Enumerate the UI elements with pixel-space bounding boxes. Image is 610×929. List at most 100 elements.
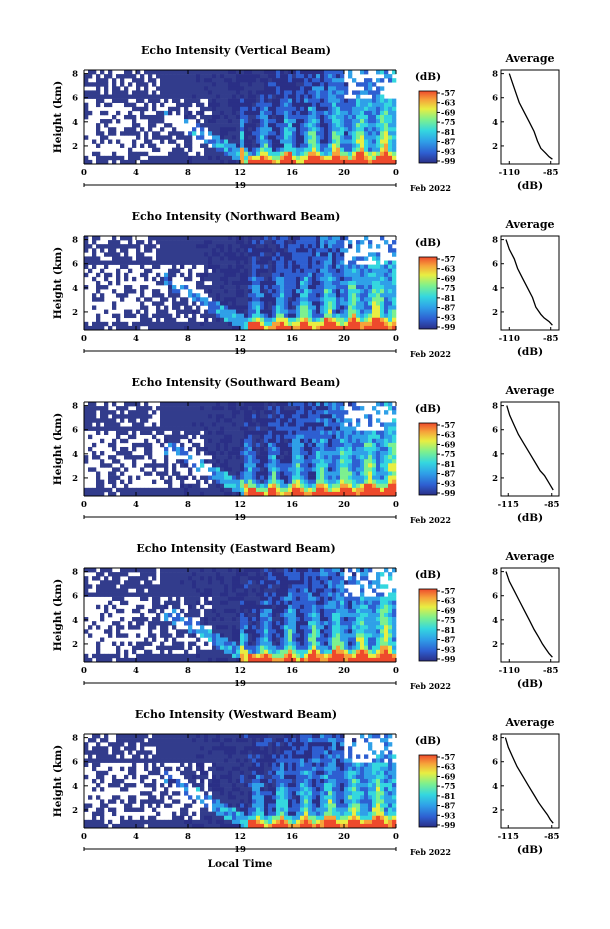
heatmap-cell: [272, 418, 277, 423]
heatmap-cell: [116, 293, 121, 298]
heatmap-cell: [268, 135, 273, 140]
heatmap-cell: [216, 70, 221, 75]
heatmap-cell: [276, 325, 281, 331]
heatmap-cell: [216, 446, 221, 452]
heatmap-cell: [84, 285, 89, 290]
heatmap-cell: [152, 313, 157, 319]
heatmap-cell: [388, 106, 393, 112]
heatmap-cell: [360, 289, 365, 294]
heatmap-cell: [160, 276, 165, 282]
heatmap-cell: [104, 135, 109, 140]
heatmap-cell: [88, 568, 93, 573]
heatmap-cell: [288, 110, 293, 116]
heatmap-cell: [136, 155, 141, 161]
heatmap-cell: [188, 244, 193, 249]
heatmap-cell: [152, 491, 157, 497]
heatmap-cell: [108, 592, 113, 597]
heatmap-cell: [364, 70, 369, 75]
heatmap-cell: [168, 268, 173, 274]
heatmap-cell: [204, 114, 209, 120]
heatmap-cell: [248, 256, 253, 261]
heatmap-cell: [308, 410, 313, 415]
heatmap-cell: [236, 301, 241, 306]
heatmap-cell: [252, 317, 257, 323]
heatmap-cell: [332, 248, 337, 253]
heatmap-cell: [252, 455, 257, 460]
heatmap-cell: [132, 325, 137, 331]
heatmap-cell: [224, 127, 229, 132]
heatmap-cell: [188, 70, 193, 75]
heatmap-cell: [352, 131, 357, 136]
heatmap-cell: [352, 139, 357, 144]
heatmap-cell: [116, 625, 121, 630]
heatmap-cell: [220, 276, 225, 282]
heatmap-cell: [232, 422, 237, 427]
x-tick-label: 4: [133, 334, 139, 344]
heatmap-cell: [140, 94, 145, 99]
heatmap-cell: [84, 248, 89, 253]
heatmap-cell: [132, 608, 137, 614]
heatmap-cell: [244, 98, 249, 103]
heatmap-cell: [104, 580, 109, 585]
heatmap-cell: [304, 70, 309, 75]
heatmap-cell: [168, 82, 173, 87]
heatmap-cell: [240, 430, 245, 435]
heatmap-cell: [264, 467, 269, 472]
heatmap-cell: [252, 487, 257, 493]
heatmap-cell: [228, 285, 233, 290]
heatmap-cell: [280, 82, 285, 87]
heatmap-cell: [164, 422, 169, 427]
heatmap-cell: [240, 406, 245, 411]
heatmap-cell: [216, 268, 221, 274]
heatmap-cell: [224, 252, 229, 257]
heatmap-cell: [164, 438, 169, 444]
heatmap-cell: [200, 657, 205, 663]
heatmap-cell: [308, 471, 313, 476]
heatmap-cell: [216, 471, 221, 476]
heatmap-cell: [172, 418, 177, 423]
heatmap-cell: [328, 256, 333, 261]
heatmap-cell: [232, 414, 237, 419]
heatmap-cell: [348, 463, 353, 468]
heatmap-cell: [272, 471, 277, 476]
heatmap-cell: [152, 633, 157, 638]
heatmap-cell: [228, 426, 233, 431]
heatmap-cell: [328, 127, 333, 132]
heatmap-cell: [92, 321, 97, 327]
heatmap-cell: [144, 491, 149, 497]
heatmap-cell: [316, 487, 321, 493]
heatmap-cell: [268, 280, 273, 286]
heatmap-cell: [356, 430, 361, 435]
heatmap-cell: [336, 463, 341, 468]
heatmap-cell: [128, 625, 133, 630]
heatmap-cell: [220, 123, 225, 128]
heatmap-cell: [248, 147, 253, 153]
heatmap-cell: [284, 151, 289, 157]
heatmap-cell: [276, 410, 281, 415]
heatmap-cell: [224, 260, 229, 265]
heatmap-cell: [176, 305, 181, 310]
heatmap-cell: [100, 406, 105, 411]
heatmap-cell: [140, 568, 145, 573]
heatmap-cell: [152, 600, 157, 606]
heatmap-cell: [352, 297, 357, 302]
heatmap-cell: [384, 471, 389, 476]
heatmap-cell: [288, 272, 293, 278]
heatmap-cell: [236, 236, 241, 241]
heatmap-cell: [268, 236, 273, 241]
heatmap-cell: [308, 236, 313, 241]
heatmap-cell: [160, 321, 165, 327]
heatmap-cell: [140, 74, 145, 79]
heatmap-cell: [184, 649, 189, 655]
heatmap-cell: [280, 297, 285, 302]
heatmap-cell: [336, 151, 341, 157]
heatmap-cell: [316, 236, 321, 241]
heatmap-cell: [216, 159, 221, 165]
x-tick-label: 20: [338, 500, 350, 510]
heatmap-cell: [140, 592, 145, 597]
heatmap-cell: [368, 487, 373, 493]
heatmap-cell: [168, 633, 173, 638]
heatmap-cell: [112, 410, 117, 415]
heatmap-cell: [104, 260, 109, 265]
heatmap-cell: [272, 463, 277, 468]
